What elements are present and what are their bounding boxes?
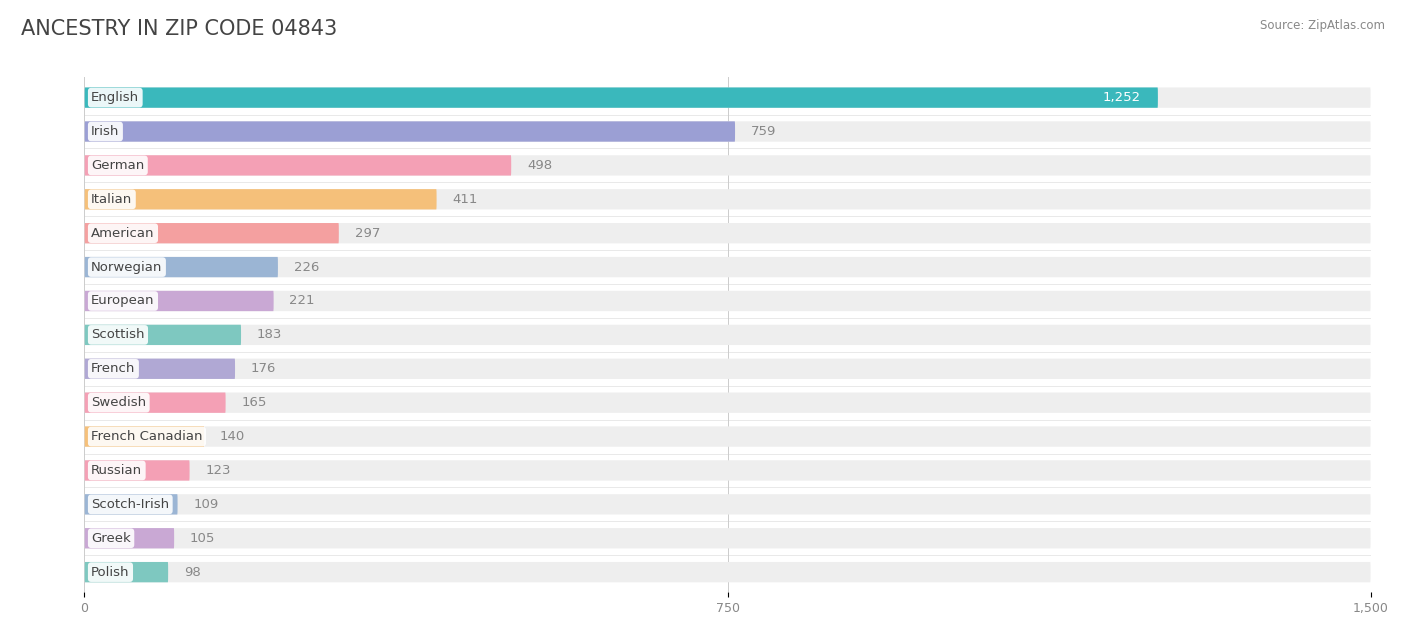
FancyBboxPatch shape	[84, 494, 1371, 515]
Text: 411: 411	[453, 193, 478, 206]
FancyBboxPatch shape	[84, 359, 235, 379]
Text: 165: 165	[242, 396, 267, 409]
FancyBboxPatch shape	[84, 325, 1371, 345]
Text: 183: 183	[257, 328, 283, 341]
FancyBboxPatch shape	[84, 257, 278, 278]
FancyBboxPatch shape	[84, 189, 1371, 209]
Text: French Canadian: French Canadian	[91, 430, 202, 443]
Text: American: American	[91, 227, 155, 240]
Text: Russian: Russian	[91, 464, 142, 477]
Text: 109: 109	[193, 498, 218, 511]
Text: Swedish: Swedish	[91, 396, 146, 409]
Text: Scotch-Irish: Scotch-Irish	[91, 498, 169, 511]
FancyBboxPatch shape	[84, 426, 1371, 447]
Text: Greek: Greek	[91, 532, 131, 545]
Text: Irish: Irish	[91, 125, 120, 138]
FancyBboxPatch shape	[84, 359, 1371, 379]
FancyBboxPatch shape	[84, 460, 1371, 480]
Text: French: French	[91, 363, 135, 375]
Text: ANCESTRY IN ZIP CODE 04843: ANCESTRY IN ZIP CODE 04843	[21, 19, 337, 39]
FancyBboxPatch shape	[84, 155, 512, 176]
FancyBboxPatch shape	[84, 562, 1371, 582]
Text: 123: 123	[205, 464, 231, 477]
Text: 176: 176	[250, 363, 276, 375]
FancyBboxPatch shape	[84, 562, 169, 582]
FancyBboxPatch shape	[84, 494, 177, 515]
FancyBboxPatch shape	[84, 392, 225, 413]
FancyBboxPatch shape	[84, 325, 240, 345]
FancyBboxPatch shape	[84, 291, 274, 311]
FancyBboxPatch shape	[84, 392, 1371, 413]
FancyBboxPatch shape	[84, 291, 1371, 311]
FancyBboxPatch shape	[84, 426, 204, 447]
Text: 105: 105	[190, 532, 215, 545]
Text: German: German	[91, 159, 145, 172]
FancyBboxPatch shape	[84, 189, 437, 209]
Text: English: English	[91, 91, 139, 104]
Text: Scottish: Scottish	[91, 328, 145, 341]
Text: European: European	[91, 294, 155, 307]
FancyBboxPatch shape	[84, 121, 735, 142]
Text: Norwegian: Norwegian	[91, 261, 163, 274]
FancyBboxPatch shape	[84, 223, 339, 243]
FancyBboxPatch shape	[84, 528, 174, 549]
FancyBboxPatch shape	[84, 88, 1159, 108]
Text: 98: 98	[184, 565, 201, 579]
Text: 297: 297	[354, 227, 380, 240]
Text: Polish: Polish	[91, 565, 129, 579]
Text: 221: 221	[290, 294, 315, 307]
Text: 1,252: 1,252	[1102, 91, 1142, 104]
Text: 759: 759	[751, 125, 776, 138]
Text: 140: 140	[219, 430, 245, 443]
FancyBboxPatch shape	[84, 223, 1371, 243]
FancyBboxPatch shape	[84, 528, 1371, 549]
FancyBboxPatch shape	[84, 155, 1371, 176]
FancyBboxPatch shape	[84, 88, 1371, 108]
FancyBboxPatch shape	[84, 121, 1371, 142]
FancyBboxPatch shape	[84, 460, 190, 480]
Text: Source: ZipAtlas.com: Source: ZipAtlas.com	[1260, 19, 1385, 32]
FancyBboxPatch shape	[84, 257, 1371, 278]
Text: 498: 498	[527, 159, 553, 172]
Text: 226: 226	[294, 261, 319, 274]
Text: Italian: Italian	[91, 193, 132, 206]
